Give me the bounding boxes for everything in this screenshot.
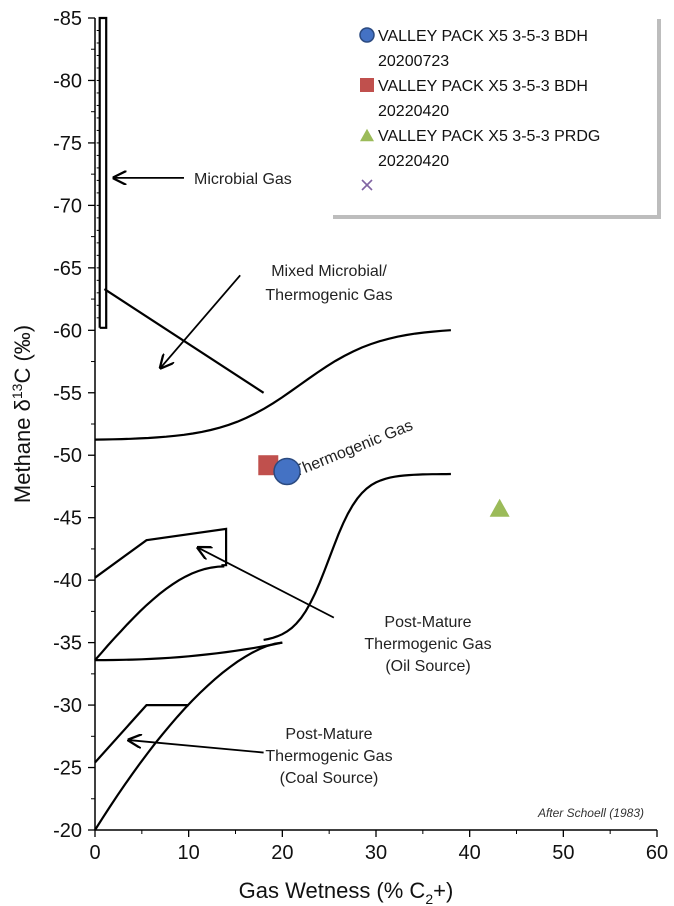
- y-tick-label: -45: [53, 508, 82, 530]
- y-tick-label: -20: [53, 820, 82, 842]
- y-tick-label: -65: [53, 258, 82, 280]
- annotation-line: Microbial Gas: [194, 171, 292, 188]
- x-axis-title-sub: 2: [425, 891, 433, 906]
- y-tick-label: -75: [53, 133, 82, 155]
- annotation-line: Thermogenic Gas: [364, 636, 491, 653]
- annotation-arrows: [114, 178, 335, 754]
- annotation-postmature-oil: Post-Mature Thermogenic Gas (Oil Source): [364, 614, 491, 675]
- y-axis-title-tail: C (‰): [10, 325, 35, 384]
- annotation-microbial: Microbial Gas: [194, 171, 292, 188]
- legend-label: VALLEY PACK X5 3-5-3 BDH 20220420: [378, 78, 588, 120]
- y-tick-label: -30: [53, 695, 82, 717]
- y-tick-label: -85: [53, 8, 82, 30]
- legend-label-line: VALLEY PACK X5 3-5-3 BDH: [378, 28, 588, 45]
- legend-label-line: 20200723: [378, 53, 449, 70]
- legend-label: VALLEY PACK X5 3-5-3 PRDG 20220420: [378, 128, 600, 170]
- legend-marker-triangle: [360, 128, 374, 142]
- data-point-square: [258, 455, 279, 476]
- x-axis-title-tail: +): [433, 878, 453, 903]
- x-tick-label: 50: [552, 842, 574, 864]
- oil-source-arrow: [198, 548, 335, 619]
- thermogenic-lower-boundary: [263, 472, 451, 641]
- x-axis-title: Gas Wetness (% C2+): [239, 878, 454, 906]
- legend-item: VALLEY PACK X5 3-5-3 BDH 20220420: [360, 78, 588, 120]
- y-tick-label: -55: [53, 383, 82, 405]
- x-tick-label: 10: [178, 842, 200, 864]
- annotation-line: (Oil Source): [385, 658, 470, 675]
- annotation-line: Post-Mature: [384, 614, 471, 631]
- x-tick-label: 0: [89, 842, 100, 864]
- coal-source-wedge: [94, 703, 189, 764]
- legend-box: [329, 15, 657, 215]
- legend-label: VALLEY PACK X5 3-5-3 BDH 20200723: [378, 28, 588, 70]
- x-tick-label: 60: [646, 842, 668, 864]
- legend-label-line: VALLEY PACK X5 3-5-3 BDH: [378, 78, 588, 95]
- x-axis-title-main: Gas Wetness (% C: [239, 878, 426, 903]
- y-axis-title-main: Methane δ: [10, 399, 35, 503]
- x-tick-label: 40: [459, 842, 481, 864]
- legend-item: VALLEY PACK X5 3-5-3 PRDG 20220420: [360, 128, 600, 170]
- microbial-zone-boundary: [98, 16, 108, 329]
- y-tick-label: -50: [53, 445, 82, 467]
- legend-label-line: 20220420: [378, 153, 449, 170]
- legend-marker-x: [361, 179, 373, 191]
- y-tick-label: -35: [53, 633, 82, 655]
- annotation-line: Mixed Microbial/: [271, 263, 387, 280]
- annotation-line: Thermogenic Gas: [265, 748, 392, 765]
- data-point-circle: [273, 457, 301, 486]
- data-point-triangle: [489, 498, 510, 517]
- legend-item: VALLEY PACK X5 3-5-3 BDH 20200723: [359, 27, 588, 70]
- legend-label-line: 20220420: [378, 103, 449, 120]
- oil-source-wedge-top: [94, 527, 228, 579]
- data-points: [258, 455, 510, 517]
- annotation-mixed: Mixed Microbial/Thermogenic Gas: [265, 263, 392, 304]
- axes: 0 10 20 30 40 50 60 -20 -25 -30 -35 -40 -45 -50 -55 -60…: [9, 8, 668, 906]
- y-axis-title: Methane δ13C (‰): [9, 325, 35, 503]
- y-axis-title-sup: 13: [9, 383, 25, 399]
- x-tick-label: 20: [271, 842, 293, 864]
- legend-item: [361, 179, 373, 191]
- x-tick-label: 30: [365, 842, 387, 864]
- oil-source-bottom-boundary: [95, 641, 283, 662]
- y-tick-label: -80: [53, 70, 82, 92]
- coal-source-arrow: [129, 740, 264, 754]
- annotation-line: (Coal Source): [280, 770, 379, 787]
- oil-source-upper-boundary: [94, 565, 225, 661]
- credit-note: After Schoell (1983): [537, 806, 644, 820]
- annotation-line: Post-Mature: [285, 726, 372, 743]
- annotation-line: Thermogenic Gas: [265, 287, 392, 304]
- legend-marker-circle: [359, 27, 375, 43]
- y-tick-label: -40: [53, 570, 82, 592]
- mixed-arrow: [161, 274, 241, 367]
- y-tick-label: -70: [53, 195, 82, 217]
- annotation-postmature-coal: Post-Mature Thermogenic Gas (Coal Source): [265, 726, 392, 787]
- legend-marker-square: [360, 78, 374, 92]
- y-tick-label: -25: [53, 758, 82, 780]
- thermogenic-upper-boundary: [94, 329, 451, 441]
- x-marker-stroke: [361, 179, 373, 191]
- y-tick-label: -60: [53, 320, 82, 342]
- legend-label-line: VALLEY PACK X5 3-5-3 PRDG: [378, 128, 600, 145]
